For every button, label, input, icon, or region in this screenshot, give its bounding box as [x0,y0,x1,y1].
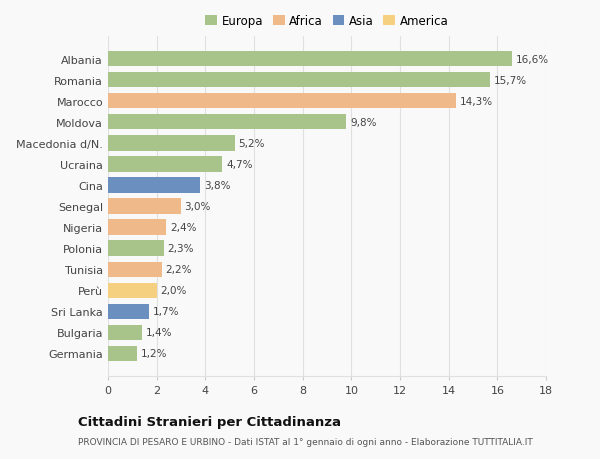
Text: 2,3%: 2,3% [167,244,194,253]
Text: 1,2%: 1,2% [141,348,167,358]
Text: 2,2%: 2,2% [165,264,191,274]
Bar [108,157,223,172]
Bar [108,304,149,319]
Bar [108,178,200,193]
Bar [108,115,346,130]
Text: 5,2%: 5,2% [238,139,265,149]
Text: 1,4%: 1,4% [146,327,172,337]
Bar [108,262,161,277]
Text: 9,8%: 9,8% [350,118,377,128]
Text: PROVINCIA DI PESARO E URBINO - Dati ISTAT al 1° gennaio di ogni anno - Elaborazi: PROVINCIA DI PESARO E URBINO - Dati ISTA… [78,437,533,446]
Bar [108,283,157,298]
Bar [108,199,181,214]
Text: 2,0%: 2,0% [160,285,187,296]
Text: 3,8%: 3,8% [204,180,230,190]
Bar [108,220,166,235]
Bar [108,325,142,340]
Text: 4,7%: 4,7% [226,160,253,169]
Bar [108,94,456,109]
Bar [108,136,235,151]
Text: 2,4%: 2,4% [170,223,197,233]
Bar [108,52,512,67]
Text: 14,3%: 14,3% [460,97,493,106]
Text: 3,0%: 3,0% [185,202,211,212]
Bar [108,346,137,361]
Text: 1,7%: 1,7% [153,307,179,316]
Text: Cittadini Stranieri per Cittadinanza: Cittadini Stranieri per Cittadinanza [78,415,341,428]
Text: 16,6%: 16,6% [515,55,549,65]
Legend: Europa, Africa, Asia, America: Europa, Africa, Asia, America [205,16,449,28]
Bar [108,241,164,256]
Text: 15,7%: 15,7% [494,76,527,86]
Bar [108,73,490,88]
